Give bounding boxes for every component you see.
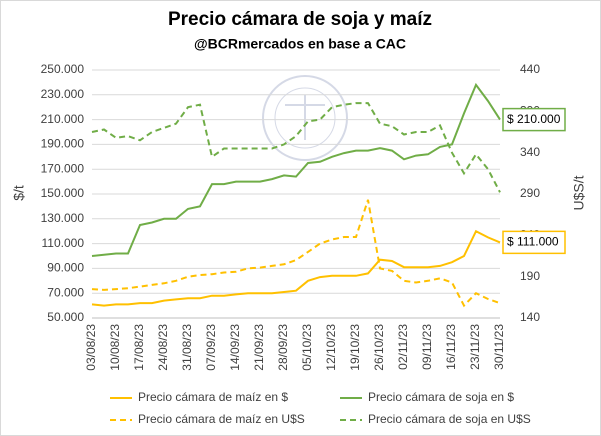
x-tick-label: 26/10/23 [372,324,386,371]
x-tick-label: 09/11/23 [420,324,434,370]
x-tick-label: 16/11/23 [444,324,458,370]
x-tick-label: 12/10/23 [324,324,338,371]
x-tick-label: 07/09/23 [204,324,218,371]
x-tick-label: 21/09/23 [252,324,266,371]
y2-axis-label: U$S/t [571,175,587,210]
chart-subtitle: @BCRmercados en base a CAC [194,36,406,52]
series-line [91,102,501,193]
x-tick-label: 30/11/23 [492,324,506,370]
annotation-box [502,230,566,255]
y2-tick-label: 440 [520,62,540,76]
chart-title: Precio cámara de soja y maíz [168,9,432,30]
y-tick-label: 50.000 [47,310,84,324]
legend-label: Precio cámara de soja en $ [368,390,514,404]
x-tick-label: 19/10/23 [348,324,362,371]
series-line [91,229,501,307]
y2-tick-label: 140 [520,310,540,324]
annotation: $ 111.000 [507,235,559,249]
x-tick-label: 05/10/23 [300,324,314,371]
y-tick-label: 250.000 [41,62,85,76]
x-tick-label: 10/08/23 [108,324,122,371]
y-tick-label: 70.000 [47,285,84,299]
watermark [262,75,348,161]
annotation: $ 210.000 [507,112,561,126]
y2-tick-label: 190 [520,269,540,283]
y2-tick-label: 340 [520,145,540,159]
y2-tick-label: 290 [520,186,540,200]
legend-label: Precio cámara de maíz en U$S [138,412,305,426]
x-tick-label: 23/11/23 [468,324,482,370]
annotation-box [502,107,566,132]
legend-label: Precio cámara de maíz en $ [138,390,288,404]
x-tick-label: 03/08/23 [84,324,98,371]
y-tick-label: 110.000 [42,236,85,250]
y-axis-label: $/t [11,185,27,201]
x-tick-label: 28/09/23 [276,324,290,371]
y-tick-label: 170.000 [41,161,85,175]
y-tick-label: 210.000 [41,112,85,126]
x-tick-label: 14/09/23 [228,324,242,371]
y-tick-label: 90.000 [47,261,84,275]
x-tick-label: 24/08/23 [156,324,170,371]
series-line [91,82,501,257]
y-tick-label: 150.000 [41,186,85,200]
x-tick-label: 17/08/23 [132,324,146,371]
x-tick-label: 31/08/23 [180,324,194,371]
y-tick-label: 130.000 [41,211,85,225]
y-tick-label: 230.000 [41,87,85,101]
x-tick-label: 02/11/23 [396,324,410,370]
y-tick-label: 190.000 [41,137,85,151]
legend-label: Precio cámara de soja en U$S [368,412,531,426]
